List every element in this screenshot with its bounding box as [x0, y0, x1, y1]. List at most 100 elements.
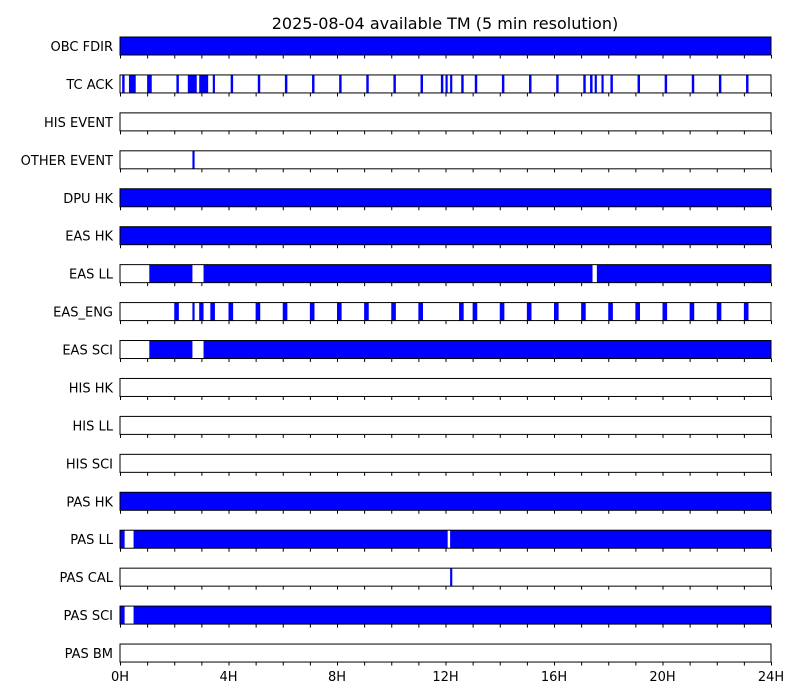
row-label: EAS LL	[69, 268, 114, 283]
availability-interval	[133, 606, 771, 625]
row-label: EAS_ENG	[53, 306, 113, 321]
availability-interval	[120, 530, 125, 549]
availability-interval	[418, 302, 423, 321]
availability-interval	[594, 74, 597, 93]
availability-interval	[526, 302, 532, 321]
availability-interval	[199, 74, 209, 93]
timeline-row: EAS_ENG	[53, 302, 772, 325]
availability-interval	[174, 302, 179, 321]
availability-interval	[120, 606, 125, 625]
availability-interval	[282, 302, 288, 321]
availability-interval	[610, 74, 613, 93]
availability-interval	[312, 74, 315, 93]
availability-interval	[596, 264, 771, 283]
row-label: HIS HK	[69, 381, 114, 396]
availability-interval	[554, 302, 559, 321]
availability-interval	[445, 74, 448, 93]
row-label: PAS LL	[70, 533, 114, 548]
timeline-row: HIS HK	[69, 377, 772, 400]
availability-interval	[187, 74, 197, 93]
availability-interval	[176, 74, 179, 93]
availability-interval	[420, 74, 423, 93]
availability-interval	[581, 302, 586, 321]
availability-interval	[337, 302, 342, 321]
timeline-row: OTHER EVENT	[21, 150, 772, 173]
availability-interval	[472, 302, 478, 321]
availability-interval	[120, 226, 771, 245]
availability-interval	[440, 74, 444, 93]
x-tick-label: 24H	[758, 670, 784, 685]
row-frame	[119, 377, 772, 397]
availability-interval	[133, 530, 448, 549]
row-frame	[119, 415, 772, 435]
row-label: PAS SCI	[64, 609, 113, 624]
timeline-row: PAS SCI	[64, 605, 772, 628]
row-label: OTHER EVENT	[21, 154, 113, 169]
availability-interval	[662, 302, 668, 321]
timeline-row: PAS BM	[65, 643, 772, 666]
timeline-row: HIS LL	[73, 415, 772, 438]
availability-interval	[691, 74, 695, 93]
availability-interval	[499, 302, 505, 321]
availability-interval	[149, 340, 193, 359]
row-label: EAS SCI	[62, 344, 113, 359]
x-tick-label: 8H	[328, 670, 346, 685]
x-tick-label: 12H	[432, 670, 458, 685]
availability-interval	[366, 74, 369, 93]
availability-interval	[450, 74, 453, 93]
x-tick-label: 0H	[111, 670, 129, 685]
availability-interval	[230, 74, 234, 93]
availability-interval	[228, 302, 234, 321]
availability-interval	[459, 302, 464, 321]
row-label: PAS CAL	[60, 571, 114, 586]
availability-interval	[203, 340, 772, 359]
availability-interval	[590, 74, 593, 93]
availability-interval	[257, 74, 261, 93]
availability-interval	[450, 530, 771, 549]
row-label: HIS LL	[73, 419, 114, 434]
timeline-row: DPU HK	[63, 188, 772, 211]
availability-interval	[474, 74, 478, 93]
availability-interval	[128, 74, 136, 93]
timeline-row: TC ACK	[65, 74, 772, 97]
row-frame	[119, 112, 772, 132]
availability-interval	[583, 74, 586, 93]
availability-interval	[391, 302, 396, 321]
row-label: TC ACK	[65, 78, 113, 93]
availability-interval	[746, 74, 749, 93]
availability-interval	[608, 302, 613, 321]
timeline-row: EAS SCI	[62, 340, 772, 363]
timeline-row: PAS LL	[70, 529, 772, 552]
timeline-row: PAS CAL	[60, 567, 772, 590]
x-axis: 0H 4H 8H 12H 16H 20H 24H	[111, 670, 784, 685]
row-frame	[119, 150, 772, 170]
availability-interval	[743, 302, 749, 321]
x-tick-label: 20H	[649, 670, 675, 685]
timeline-row: EAS LL	[69, 264, 772, 287]
row-frame	[119, 302, 772, 322]
row-label: OBC FDIR	[51, 40, 114, 55]
row-frame	[119, 453, 772, 473]
timeline-row: EAS HK	[65, 226, 772, 249]
row-label: DPU HK	[63, 192, 113, 207]
availability-interval	[716, 302, 722, 321]
availability-interval	[501, 74, 505, 93]
availability-interval	[255, 302, 261, 321]
availability-interval	[339, 74, 342, 93]
availability-interval	[635, 302, 640, 321]
availability-interval	[450, 568, 453, 587]
row-label: PAS HK	[66, 495, 113, 510]
availability-interval	[364, 302, 369, 321]
row-label: PAS BM	[65, 647, 113, 662]
availability-interval	[529, 74, 532, 93]
availability-interval	[147, 74, 152, 93]
availability-interval	[192, 150, 195, 169]
availability-interval	[393, 74, 396, 93]
timeline-row: PAS HK	[66, 491, 772, 514]
availability-interval	[210, 302, 215, 321]
availability-interval	[199, 302, 204, 321]
availability-interval	[637, 74, 640, 93]
availability-interval	[120, 188, 771, 207]
availability-interval	[120, 492, 771, 511]
